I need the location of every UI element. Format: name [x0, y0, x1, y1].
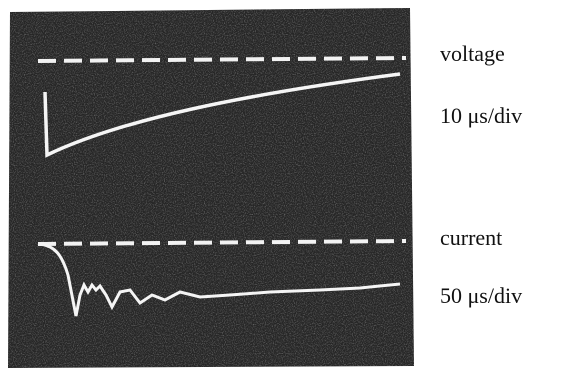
timebase-label: 10 μs/div	[440, 103, 522, 128]
figure: voltage 10 μs/div current 50 μs/div	[0, 0, 564, 376]
trace-label: current	[440, 225, 502, 250]
oscilloscope-screen	[8, 8, 414, 368]
trace-label: voltage	[440, 41, 505, 66]
timebase-label: 50 μs/div	[440, 283, 522, 308]
